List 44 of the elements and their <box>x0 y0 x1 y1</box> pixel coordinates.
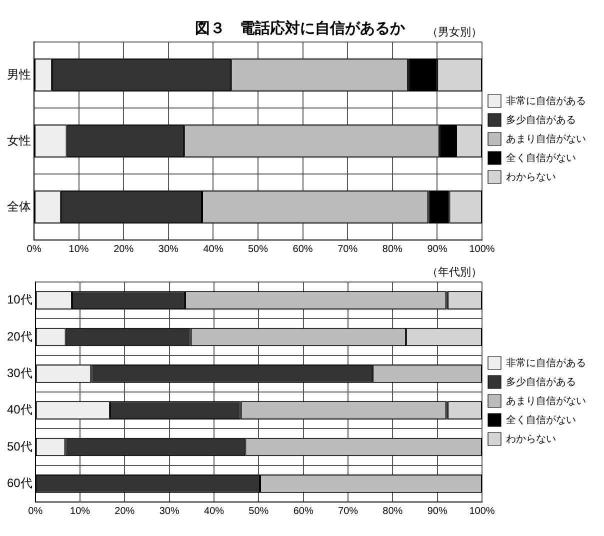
x-tick-label: 50% <box>248 244 268 255</box>
y-tick-label: 全体 <box>7 199 31 214</box>
y-tick-label: 40代 <box>6 402 32 417</box>
x-tick-label: 40% <box>203 244 224 255</box>
x-tick-label: 10% <box>68 244 89 255</box>
x-tick-label: 90% <box>427 244 448 255</box>
y-tick-label: 10代 <box>6 292 32 307</box>
x-tick-label: 30% <box>159 506 180 517</box>
legend-label: 全く自信がない <box>506 414 576 426</box>
legend-label: わからない <box>506 172 556 183</box>
y-tick-label: 20代 <box>6 329 32 344</box>
x-tick-label: 80% <box>382 506 403 517</box>
x-tick-label: 40% <box>204 506 224 517</box>
legend-label: 非常に自信がある <box>506 94 586 107</box>
y-tick-label: 60代 <box>6 476 32 490</box>
x-tick-label: 10% <box>70 506 90 517</box>
x-tick-label: 100% <box>469 506 495 517</box>
y-tick-label: 50代 <box>6 439 32 454</box>
legend-label: 全く自信がない <box>506 152 576 164</box>
y-tick-label: 女性 <box>7 133 31 148</box>
y-tick-label: 男性 <box>7 67 31 82</box>
x-tick-label: 80% <box>382 244 403 255</box>
x-tick-label: 0% <box>26 244 42 255</box>
x-tick-label: 20% <box>114 506 135 517</box>
x-tick-label: 70% <box>338 506 358 517</box>
chart-subtitle: （男女別） <box>427 25 482 38</box>
y-tick-label: 30代 <box>6 366 32 380</box>
chart-title: 図３ 電話応対に自信があるか <box>195 19 406 38</box>
legend-label: あまり自信がない <box>506 132 586 145</box>
x-tick-label: 60% <box>292 244 313 255</box>
x-tick-label: 60% <box>293 506 314 517</box>
x-tick-label: 20% <box>114 244 134 255</box>
legend-label: 非常に自信がある <box>506 356 586 369</box>
x-tick-label: 50% <box>248 506 269 517</box>
legend-label: 多少自信がある <box>506 114 576 126</box>
legend-label: わからない <box>506 434 556 445</box>
x-tick-label: 70% <box>338 244 358 255</box>
x-tick-label: 0% <box>28 506 43 517</box>
chart-subtitle: （年代別） <box>427 265 482 278</box>
x-tick-label: 90% <box>427 506 448 517</box>
x-tick-label: 100% <box>469 244 495 255</box>
legend-label: 多少自信がある <box>506 376 576 388</box>
legend-label: あまり自信がない <box>506 394 586 407</box>
x-tick-label: 30% <box>158 244 179 255</box>
